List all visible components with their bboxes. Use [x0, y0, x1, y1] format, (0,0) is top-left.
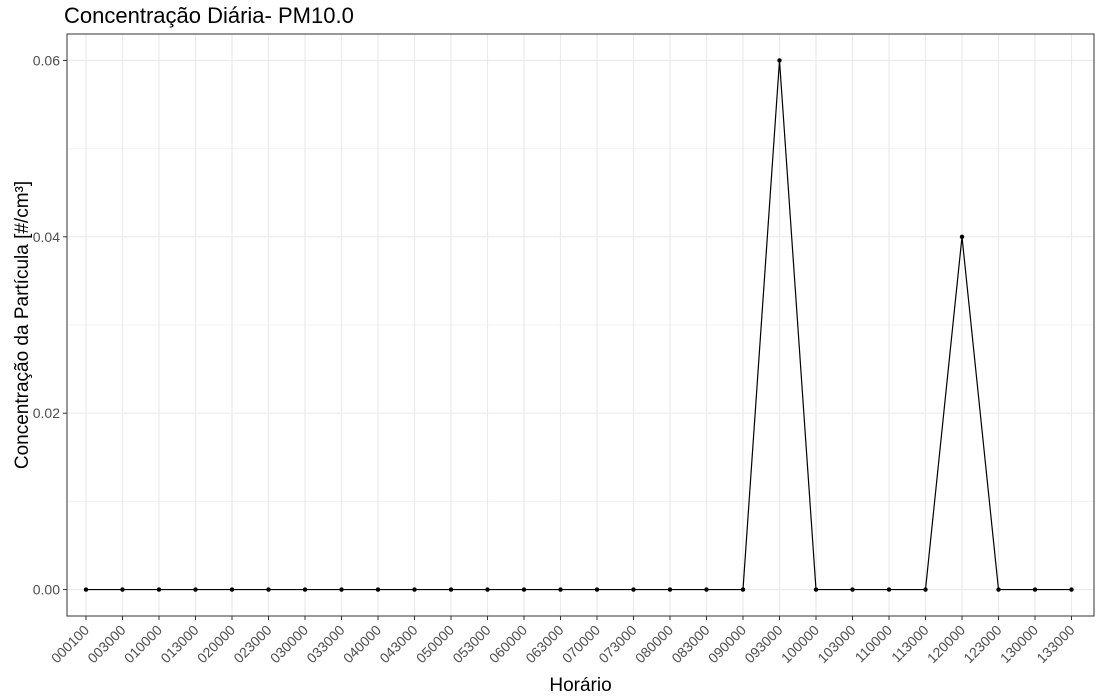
data-point: [83, 587, 89, 592]
chart-title: Concentração Diária- PM10.0: [64, 3, 354, 28]
x-tick-label: 110000: [852, 622, 896, 666]
data-point: [777, 58, 782, 63]
data-point: [229, 587, 235, 592]
x-tick-label: 130000: [997, 622, 1041, 666]
x-tick-label: 120000: [924, 622, 968, 666]
plot-panel-border: [66, 33, 1095, 617]
data-point: [704, 587, 709, 592]
data-point: [594, 587, 600, 592]
y-axis-title: Concentração da Partícula [#/cm³]: [12, 181, 33, 469]
x-tick-label: 000100: [48, 622, 92, 666]
series-line: [86, 60, 1072, 591]
y-tick-label: 0.02: [33, 405, 60, 421]
x-tick-label: 050000: [413, 622, 457, 666]
y-tick-label: 0.00: [33, 582, 60, 598]
data-point: [813, 587, 819, 592]
data-point: [886, 587, 892, 592]
x-tick-label: 080000: [632, 622, 676, 666]
data-point: [631, 587, 636, 592]
x-axis: 0001000030000100000130000200000230000300…: [48, 616, 1078, 666]
x-tick-label: 023000: [230, 622, 274, 666]
x-tick-label: 030000: [267, 622, 311, 666]
x-tick-label: 090000: [705, 622, 749, 666]
series-line-group: [83, 58, 1074, 592]
data-point: [375, 587, 381, 592]
data-point: [667, 587, 673, 592]
data-point: [120, 587, 125, 592]
x-tick-label: 063000: [522, 622, 566, 666]
x-tick-label: 040000: [340, 622, 384, 666]
data-point: [959, 234, 965, 240]
x-tick-label: 010000: [121, 622, 165, 666]
x-tick-label: 133000: [1033, 622, 1077, 666]
data-point: [266, 587, 271, 592]
x-tick-label: 093000: [741, 622, 785, 666]
x-tick-label: 083000: [668, 622, 712, 666]
data-point: [302, 587, 308, 592]
data-point: [156, 587, 162, 592]
data-point: [1032, 587, 1038, 592]
x-tick-label: 033000: [303, 622, 347, 666]
x-tick-label: 103000: [814, 622, 858, 666]
x-tick-label: 060000: [486, 622, 530, 666]
data-point: [485, 587, 490, 592]
data-point: [923, 587, 928, 592]
data-point: [521, 587, 527, 592]
data-point: [1069, 587, 1074, 592]
x-tick-label: 043000: [376, 622, 420, 666]
y-tick-label: 0.06: [33, 52, 60, 68]
x-tick-label: 123000: [960, 622, 1004, 666]
x-tick-label: 020000: [194, 622, 238, 666]
data-point: [740, 587, 746, 592]
y-tick-label: 0.04: [33, 229, 60, 245]
y-axis: 0.00 0.02 0.04 0.06: [33, 52, 67, 598]
x-axis-title: Horário: [549, 675, 611, 696]
x-tick-label: 013000: [157, 622, 201, 666]
x-tick-label: 053000: [449, 622, 493, 666]
data-point: [339, 587, 344, 592]
data-point: [558, 587, 563, 592]
x-tick-label: 070000: [559, 622, 603, 666]
x-tick-label: 073000: [595, 622, 639, 666]
x-tick-label: 113000: [888, 622, 932, 666]
data-point: [193, 587, 198, 592]
data-point: [448, 587, 454, 592]
data-point: [850, 587, 855, 592]
grid-lines: [67, 34, 1094, 616]
x-tick-label: 100000: [778, 622, 822, 666]
data-point: [412, 587, 417, 592]
data-point: [996, 587, 1001, 592]
x-tick-label: 003000: [84, 622, 128, 666]
